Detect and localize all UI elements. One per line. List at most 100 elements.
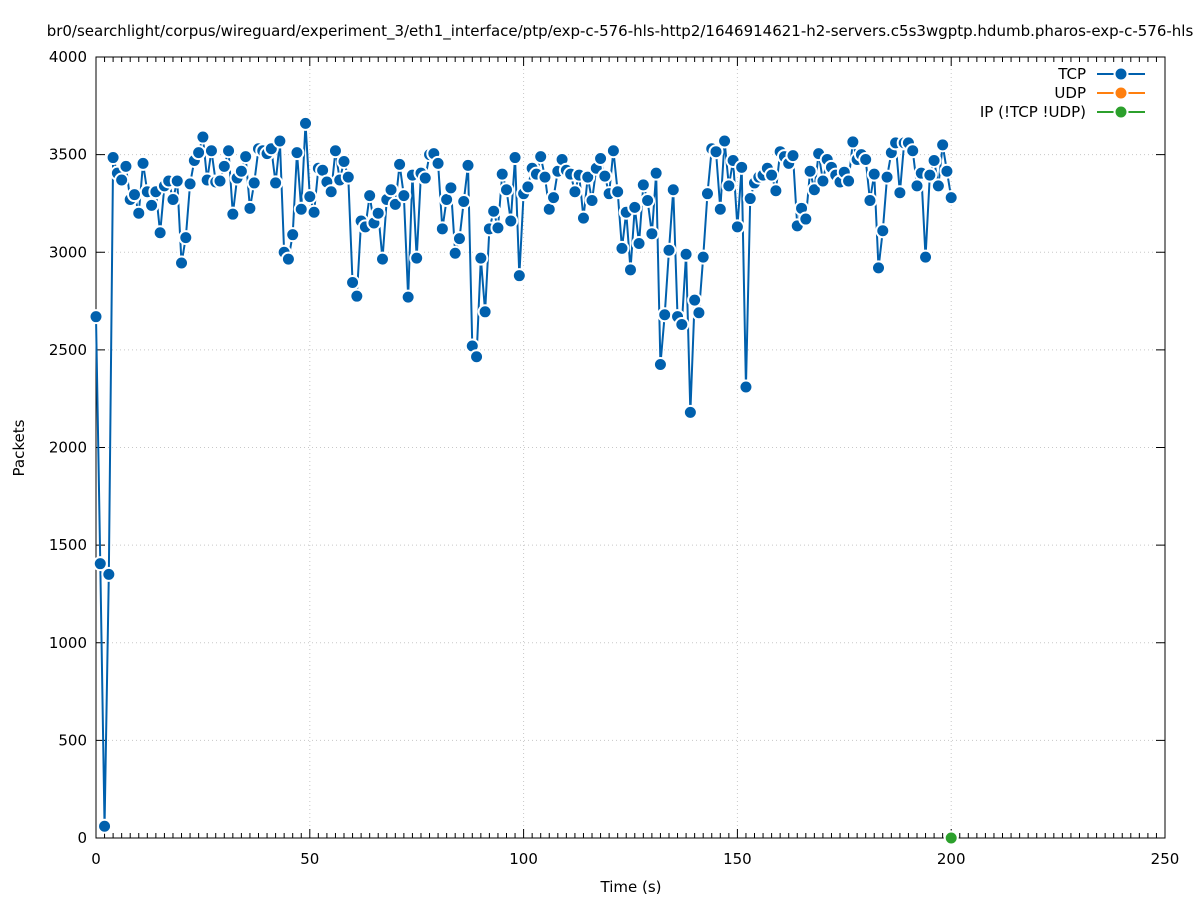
data-point bbox=[610, 184, 626, 200]
data-point bbox=[875, 223, 891, 239]
data-point bbox=[135, 155, 151, 171]
data-point bbox=[858, 152, 874, 168]
data-point bbox=[644, 226, 660, 242]
data-point bbox=[862, 193, 878, 209]
data-point bbox=[88, 309, 104, 325]
data-point bbox=[447, 245, 463, 261]
series-line bbox=[95, 122, 953, 828]
x-tick-label: 250 bbox=[1151, 850, 1180, 868]
data-point bbox=[498, 182, 514, 198]
data-point bbox=[490, 220, 506, 236]
data-point bbox=[691, 305, 707, 321]
data-point bbox=[943, 830, 959, 846]
data-point bbox=[939, 163, 955, 179]
data-point bbox=[97, 818, 113, 834]
chart-title: br0/searchlight/corpus/wireguard/experim… bbox=[47, 22, 1194, 41]
data-point bbox=[417, 170, 433, 186]
y-tick-label: 500 bbox=[58, 731, 87, 749]
grid-lines bbox=[96, 57, 1165, 838]
data-point bbox=[764, 167, 780, 183]
data-point bbox=[396, 188, 412, 204]
data-point bbox=[785, 148, 801, 164]
data-point bbox=[126, 187, 142, 203]
data-point bbox=[597, 168, 613, 184]
data-point bbox=[734, 159, 750, 175]
legend-label: UDP bbox=[1054, 84, 1086, 102]
data-point bbox=[682, 404, 698, 420]
data-point bbox=[627, 199, 643, 215]
data-point bbox=[280, 251, 296, 267]
data-point bbox=[105, 150, 121, 166]
legend-label: IP (!TCP !UDP) bbox=[980, 103, 1086, 121]
data-point bbox=[507, 150, 523, 166]
legend-marker bbox=[1113, 85, 1129, 101]
data-point bbox=[648, 165, 664, 181]
data-point bbox=[798, 211, 814, 227]
data-point bbox=[678, 246, 694, 262]
x-tick-label: 100 bbox=[509, 850, 538, 868]
data-point bbox=[469, 349, 485, 365]
legend-label: TCP bbox=[1057, 65, 1086, 83]
data-point bbox=[387, 196, 403, 212]
data-point bbox=[866, 166, 882, 182]
data-point bbox=[687, 292, 703, 308]
legend-marker bbox=[1113, 66, 1129, 82]
data-point bbox=[370, 205, 386, 221]
data-point bbox=[460, 157, 476, 173]
data-point bbox=[742, 191, 758, 207]
legend-marker bbox=[1113, 104, 1129, 120]
data-point bbox=[434, 221, 450, 237]
series-ip-tcp-udp bbox=[943, 830, 959, 846]
series-layer bbox=[88, 115, 959, 846]
y-tick-label: 0 bbox=[77, 829, 87, 847]
data-point bbox=[212, 173, 228, 189]
data-point bbox=[909, 178, 925, 194]
data-point bbox=[144, 197, 160, 213]
data-point bbox=[815, 173, 831, 189]
data-point bbox=[699, 186, 715, 202]
data-point bbox=[841, 173, 857, 189]
y-tick-label: 3000 bbox=[49, 243, 87, 261]
data-point bbox=[195, 129, 211, 145]
data-point bbox=[298, 115, 314, 131]
data-point bbox=[665, 182, 681, 198]
data-point bbox=[631, 235, 647, 251]
data-point bbox=[272, 133, 288, 149]
data-point bbox=[721, 178, 737, 194]
data-point bbox=[614, 240, 630, 256]
data-point bbox=[268, 175, 284, 191]
data-point bbox=[935, 137, 951, 153]
data-point bbox=[293, 201, 309, 217]
data-point bbox=[695, 249, 711, 265]
data-point bbox=[943, 190, 959, 206]
data-point bbox=[930, 178, 946, 194]
data-point bbox=[473, 250, 489, 266]
data-point bbox=[768, 183, 784, 199]
data-point bbox=[203, 143, 219, 159]
data-point bbox=[708, 144, 724, 160]
data-point bbox=[584, 193, 600, 209]
data-point bbox=[905, 143, 921, 159]
data-point bbox=[661, 242, 677, 258]
data-point bbox=[221, 143, 237, 159]
data-point bbox=[503, 213, 519, 229]
data-point bbox=[879, 169, 895, 185]
data-point bbox=[165, 192, 181, 208]
data-point bbox=[712, 201, 728, 217]
data-point bbox=[729, 219, 745, 235]
y-tick-label: 3500 bbox=[49, 146, 87, 164]
data-point bbox=[456, 193, 472, 209]
data-point bbox=[242, 200, 258, 216]
data-point bbox=[323, 184, 339, 200]
data-point bbox=[225, 206, 241, 222]
x-tick-label: 150 bbox=[723, 850, 752, 868]
data-point bbox=[392, 156, 408, 172]
data-point bbox=[657, 307, 673, 323]
y-tick-label: 2000 bbox=[49, 439, 87, 457]
data-point bbox=[575, 210, 591, 226]
y-tick-label: 1500 bbox=[49, 536, 87, 554]
data-point bbox=[623, 262, 638, 278]
data-point bbox=[178, 230, 194, 246]
data-point bbox=[349, 288, 365, 304]
